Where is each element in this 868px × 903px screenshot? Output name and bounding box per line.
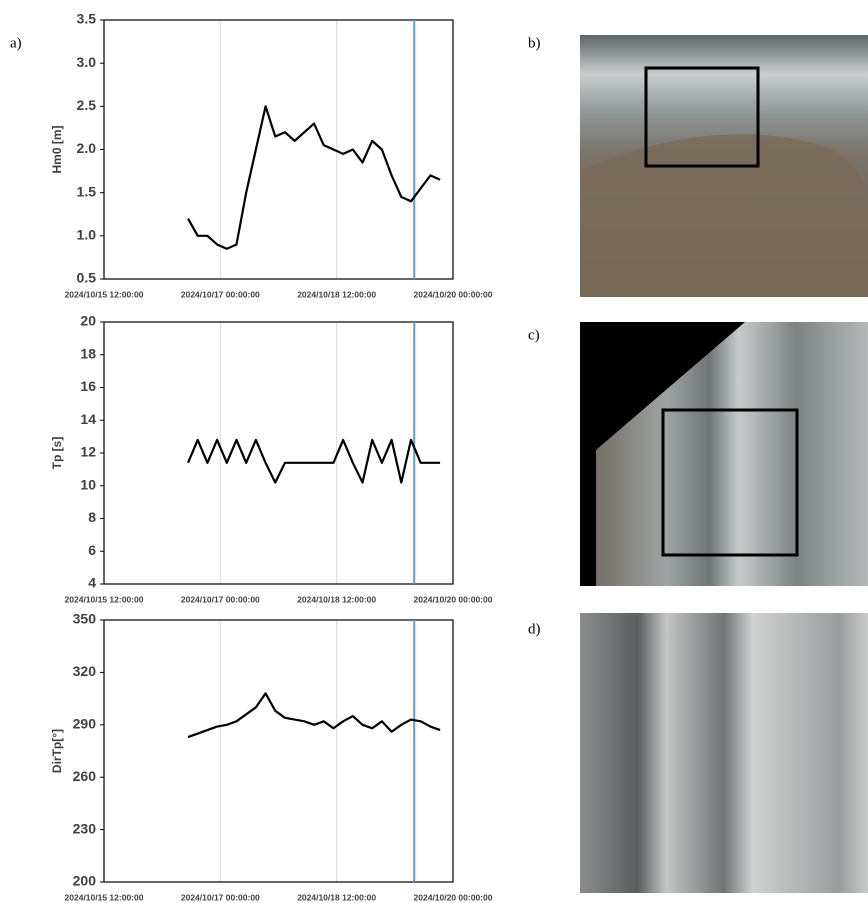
- panel-label: c): [528, 327, 540, 343]
- y-tick-label: 2.5: [77, 97, 97, 113]
- y-tick-label: 4: [88, 575, 96, 591]
- panel-label: d): [528, 621, 541, 637]
- y-tick-label: 2.0: [77, 140, 97, 156]
- y-axis-label: Tp [s]: [50, 437, 64, 470]
- y-tick-label: 20: [80, 313, 96, 329]
- y-tick-label: 290: [73, 716, 97, 732]
- x-tick-label: 2024/10/20 00:00:00: [414, 892, 493, 902]
- x-tick-label: 2024/10/20 00:00:00: [414, 289, 493, 299]
- x-tick-label: 2024/10/20 00:00:00: [414, 594, 493, 604]
- y-axis-label: Hm0 [m]: [50, 125, 64, 173]
- y-tick-label: 1.5: [77, 183, 97, 199]
- x-tick-label: 2024/10/18 12:00:00: [297, 289, 376, 299]
- x-tick-label: 2024/10/18 12:00:00: [297, 594, 376, 604]
- x-tick-label: 2024/10/18 12:00:00: [297, 892, 376, 902]
- data-line: [188, 106, 440, 248]
- y-tick-label: 200: [73, 873, 97, 889]
- x-tick-label: 2024/10/15 12:00:00: [65, 892, 144, 902]
- y-tick-label: 6: [88, 542, 96, 558]
- x-tick-label: 2024/10/15 12:00:00: [65, 289, 144, 299]
- y-tick-label: 1.0: [77, 227, 97, 243]
- x-tick-label: 2024/10/17 00:00:00: [181, 289, 260, 299]
- panel-label: a): [10, 35, 22, 51]
- y-tick-label: 3.0: [77, 54, 97, 70]
- y-tick-label: 12: [80, 444, 96, 460]
- y-tick-label: 14: [80, 411, 96, 427]
- photo-b: [580, 35, 868, 297]
- y-tick-label: 16: [80, 378, 96, 394]
- x-tick-label: 2024/10/17 00:00:00: [181, 594, 260, 604]
- photo-c: [580, 322, 868, 586]
- panel-label: b): [528, 35, 541, 51]
- y-tick-label: 18: [80, 345, 96, 361]
- y-tick-label: 320: [73, 663, 97, 679]
- data-line: [188, 440, 440, 483]
- y-tick-label: 260: [73, 768, 97, 784]
- y-tick-label: 10: [80, 476, 96, 492]
- y-axis-label: DirTp[°]: [50, 729, 64, 773]
- y-tick-label: 230: [73, 820, 97, 836]
- x-tick-label: 2024/10/17 00:00:00: [181, 892, 260, 902]
- figure: a) b) c) d) 2024/10/15 12:00:00 2024/10/1…: [0, 0, 868, 903]
- y-tick-label: 3.5: [77, 11, 97, 27]
- x-tick-label: 2024/10/15 12:00:00: [65, 594, 144, 604]
- plot-frame: [104, 20, 453, 279]
- photo-d: [580, 613, 868, 893]
- y-tick-label: 0.5: [77, 270, 97, 286]
- y-tick-label: 350: [73, 611, 97, 627]
- plot-frame: [104, 620, 453, 882]
- plot-frame: [104, 322, 453, 584]
- y-tick-label: 8: [88, 509, 96, 525]
- data-line: [188, 693, 440, 737]
